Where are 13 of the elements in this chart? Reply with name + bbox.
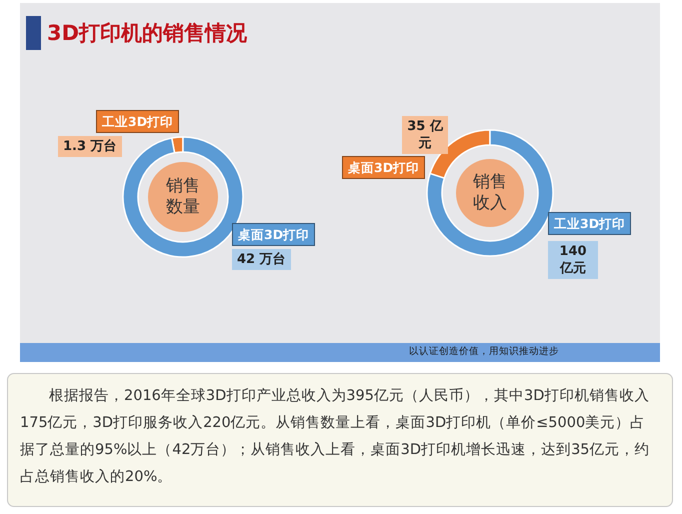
data-label: 1.3 万台 (58, 136, 122, 157)
slice-label: 桌面3D打印 (232, 223, 316, 246)
text: 以认证创造价值，用知识推动进步 (409, 345, 559, 359)
data-label: 35 亿元 (402, 116, 448, 154)
data-label: 140亿元 (548, 241, 598, 279)
data-label: 42 万台 (232, 249, 291, 270)
slice-label: 工业3D打印 (96, 110, 180, 133)
text: 销售收入 (472, 172, 508, 214)
chart-title: 3D打印机的销售情况 (47, 20, 248, 47)
slice-label: 工业3D打印 (548, 212, 632, 235)
text: 销售数量 (165, 176, 201, 218)
slice-label: 桌面3D打印 (342, 156, 426, 179)
text: 根据报告，2016年全球3D打印产业总收入为395亿元（人民币），其中3D打印机销售收入175亿元，3D打印服务收入220亿元。从销售数量上看，桌面3D打印机（单价≤5000美元）占据了总量的95%以上（42万台）；从销售收入上看，桌面3D打印机增长迅速，达到35亿元，约占总销售收入的20%。 (20, 386, 651, 487)
